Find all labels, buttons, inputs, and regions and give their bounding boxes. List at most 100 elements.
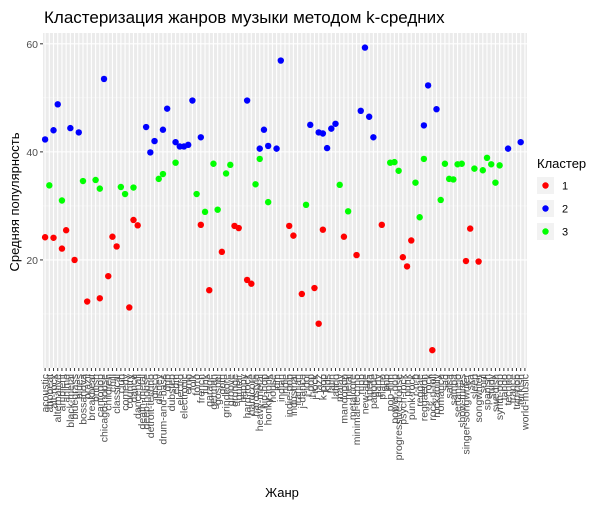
x-tick-label: world-music bbox=[519, 374, 531, 431]
data-point-cluster-3 bbox=[492, 179, 499, 186]
data-point-cluster-1 bbox=[399, 254, 407, 261]
x-tick-label: metalcore bbox=[347, 374, 359, 420]
data-point-cluster-3 bbox=[130, 184, 137, 191]
data-point-cluster-2 bbox=[420, 122, 428, 129]
x-tick-label: death-metal bbox=[136, 374, 148, 429]
x-tick-label: songwriter bbox=[473, 373, 485, 422]
x-tick-label: show-tunes bbox=[456, 374, 468, 428]
x-tick-label: salsa bbox=[444, 374, 456, 399]
data-point-cluster-2 bbox=[75, 129, 82, 136]
x-tick-label: sad bbox=[439, 374, 451, 391]
x-tick-label: piano bbox=[376, 374, 388, 400]
x-tick-label: club bbox=[115, 374, 127, 393]
data-point-cluster-1 bbox=[218, 248, 226, 256]
data-point-cluster-1 bbox=[62, 227, 70, 234]
data-point-cluster-2 bbox=[50, 127, 57, 134]
x-tick-label: acoustic bbox=[40, 374, 52, 413]
x-tick-label: brazil bbox=[82, 374, 94, 399]
x-tick-label: ska bbox=[465, 374, 477, 391]
data-point-cluster-3 bbox=[92, 176, 99, 184]
x-tick-label: party bbox=[372, 373, 384, 397]
x-tick-label: guitar bbox=[233, 373, 245, 400]
data-point-cluster-3 bbox=[121, 190, 129, 198]
data-point-cluster-2 bbox=[67, 124, 74, 132]
x-tick-label: french bbox=[195, 374, 207, 403]
data-point-cluster-3 bbox=[488, 161, 495, 168]
data-point-cluster-2 bbox=[307, 121, 314, 129]
data-point-cluster-3 bbox=[483, 154, 491, 162]
x-tick-label: electronic bbox=[178, 374, 190, 419]
data-point-cluster-1 bbox=[248, 280, 255, 287]
data-point-cluster-1 bbox=[311, 284, 318, 292]
data-point-cluster-2 bbox=[172, 138, 179, 146]
data-point-cluster-3 bbox=[252, 181, 259, 188]
x-tick-label: k-pop bbox=[317, 374, 329, 400]
x-tick-label: garage bbox=[204, 374, 216, 407]
x-tick-label: cantopop bbox=[94, 374, 106, 417]
x-tick-label: disco bbox=[149, 374, 161, 399]
data-point-cluster-3 bbox=[214, 206, 221, 213]
data-point-cluster-2 bbox=[163, 105, 171, 112]
data-point-cluster-3 bbox=[336, 181, 343, 189]
data-point-cluster-1 bbox=[235, 224, 242, 232]
x-tick-label: reggae bbox=[414, 374, 426, 407]
data-point-cluster-3 bbox=[227, 161, 234, 169]
x-tick-label: synth-pop bbox=[494, 374, 506, 420]
data-point-cluster-2 bbox=[41, 136, 49, 143]
data-point-cluster-1 bbox=[134, 222, 141, 229]
y-tick-label: 40 bbox=[26, 147, 38, 159]
legend-label-3: 3 bbox=[562, 227, 568, 239]
x-tick-label: kids bbox=[322, 374, 334, 393]
data-point-cluster-2 bbox=[260, 126, 268, 133]
data-point-cluster-3 bbox=[159, 170, 167, 178]
legend: Кластер 1 2 3 bbox=[537, 156, 586, 240]
x-tick-label: samba bbox=[448, 374, 460, 406]
x-tick-label: psych-rock bbox=[397, 373, 409, 425]
x-tick-label: alternative bbox=[52, 374, 64, 423]
legend-symbol-2 bbox=[542, 205, 549, 212]
data-point-cluster-2 bbox=[357, 107, 364, 115]
x-tick-label: power-pop bbox=[389, 374, 401, 424]
data-point-cluster-1 bbox=[290, 232, 297, 239]
x-tick-label: romance bbox=[435, 374, 447, 415]
x-tick-label: deep-house bbox=[141, 374, 153, 430]
data-point-cluster-3 bbox=[256, 155, 263, 163]
data-point-cluster-2 bbox=[277, 57, 284, 64]
legend-label-1: 1 bbox=[562, 181, 568, 193]
x-tick-label: gospel bbox=[212, 374, 224, 405]
x-tick-label: grunge bbox=[229, 374, 241, 407]
legend-label-2: 2 bbox=[562, 204, 568, 216]
data-point-cluster-2 bbox=[424, 82, 432, 89]
data-point-cluster-3 bbox=[395, 167, 402, 174]
grid-major bbox=[43, 33, 527, 368]
x-tick-label: honky-tonk bbox=[263, 373, 275, 425]
data-points bbox=[41, 44, 524, 354]
x-tick-label: detroit-techno bbox=[145, 374, 157, 438]
x-tick-label: trip-hop bbox=[511, 374, 523, 410]
data-point-cluster-2 bbox=[361, 44, 369, 51]
data-point-cluster-1 bbox=[315, 320, 322, 327]
data-point-cluster-1 bbox=[105, 272, 112, 280]
x-tick-label: electro bbox=[174, 374, 186, 406]
x-tick-label: indie-pop bbox=[284, 374, 296, 417]
data-point-cluster-3 bbox=[302, 201, 310, 209]
data-point-cluster-2 bbox=[504, 145, 512, 152]
x-tick-label: anime bbox=[61, 374, 73, 403]
x-tick-label: dub bbox=[162, 374, 174, 392]
data-point-cluster-3 bbox=[96, 185, 104, 192]
x-tick-label: grindcore bbox=[221, 374, 233, 418]
data-point-cluster-3 bbox=[450, 176, 457, 183]
data-point-cluster-1 bbox=[41, 234, 49, 241]
x-tick-label: j-idol bbox=[301, 374, 313, 397]
x-tick-label: blues bbox=[73, 374, 85, 399]
x-tick-label: minimal-techno bbox=[351, 374, 363, 445]
data-point-cluster-3 bbox=[496, 162, 503, 169]
x-tick-label: mandopop bbox=[338, 374, 350, 424]
data-point-cluster-1 bbox=[130, 216, 137, 224]
data-point-cluster-2 bbox=[100, 75, 108, 83]
x-tick-label: latin bbox=[326, 374, 338, 393]
data-point-cluster-3 bbox=[264, 198, 272, 206]
x-tick-label: afrobeat bbox=[44, 374, 56, 413]
x-tick-label: pop bbox=[381, 374, 393, 392]
